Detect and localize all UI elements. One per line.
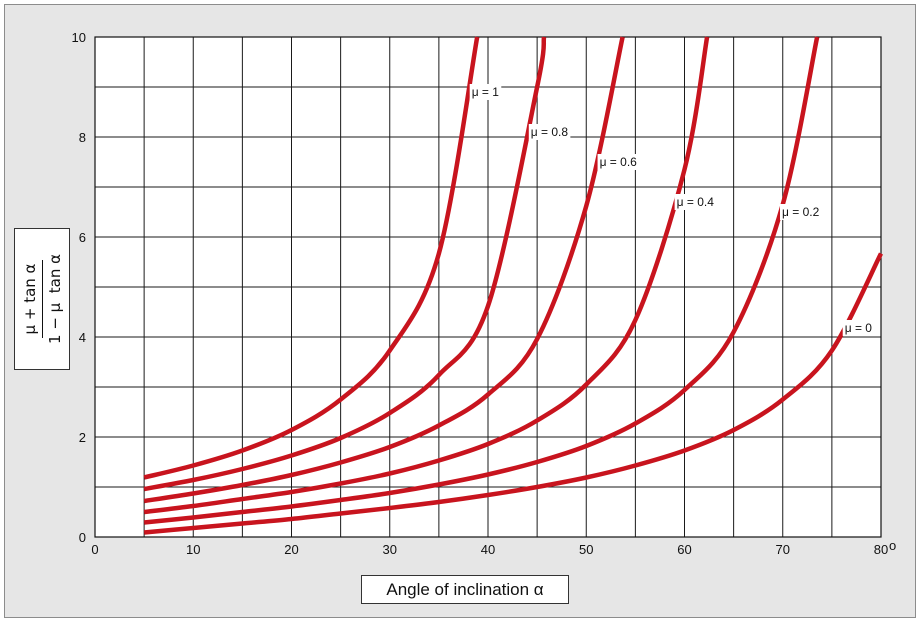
x-tick-label: 0	[91, 542, 98, 557]
series-label-mu-1: μ = 1	[472, 85, 500, 99]
y-tick-label: 2	[79, 430, 86, 445]
y-tick-label: 0	[79, 530, 86, 545]
series-label-mu-0: μ = 0	[845, 321, 873, 335]
y-axis-title-numerator: μ + tan α	[20, 260, 43, 339]
y-tick-label: 10	[72, 30, 86, 45]
series-label-mu-0-8: μ = 0.8	[531, 125, 569, 139]
x-tick-label: 50	[579, 542, 593, 557]
y-tick-label: 4	[79, 330, 86, 345]
x-tick-label: 30	[383, 542, 397, 557]
x-tick-label: 80	[874, 542, 888, 557]
x-axis-title: Angle of inclination α	[361, 575, 569, 604]
y-tick-label: 6	[79, 230, 86, 245]
series-label-mu-0-2: μ = 0.2	[782, 205, 820, 219]
x-tick-label: 20	[284, 542, 298, 557]
x-tick-label: 40	[481, 542, 495, 557]
y-axis-title: μ + tan α 1 − μ tan α	[14, 228, 70, 370]
y-axis-title-denominator: 1 − μ tan α	[43, 254, 65, 344]
x-tick-label: 60	[677, 542, 691, 557]
x-tick-degree-suffix: o	[889, 538, 896, 553]
x-tick-label: 70	[776, 542, 790, 557]
y-tick-label: 8	[79, 130, 86, 145]
series-label-mu-0-6: μ = 0.6	[600, 155, 638, 169]
x-tick-label: 10	[186, 542, 200, 557]
series-label-mu-0-4: μ = 0.4	[677, 195, 715, 209]
